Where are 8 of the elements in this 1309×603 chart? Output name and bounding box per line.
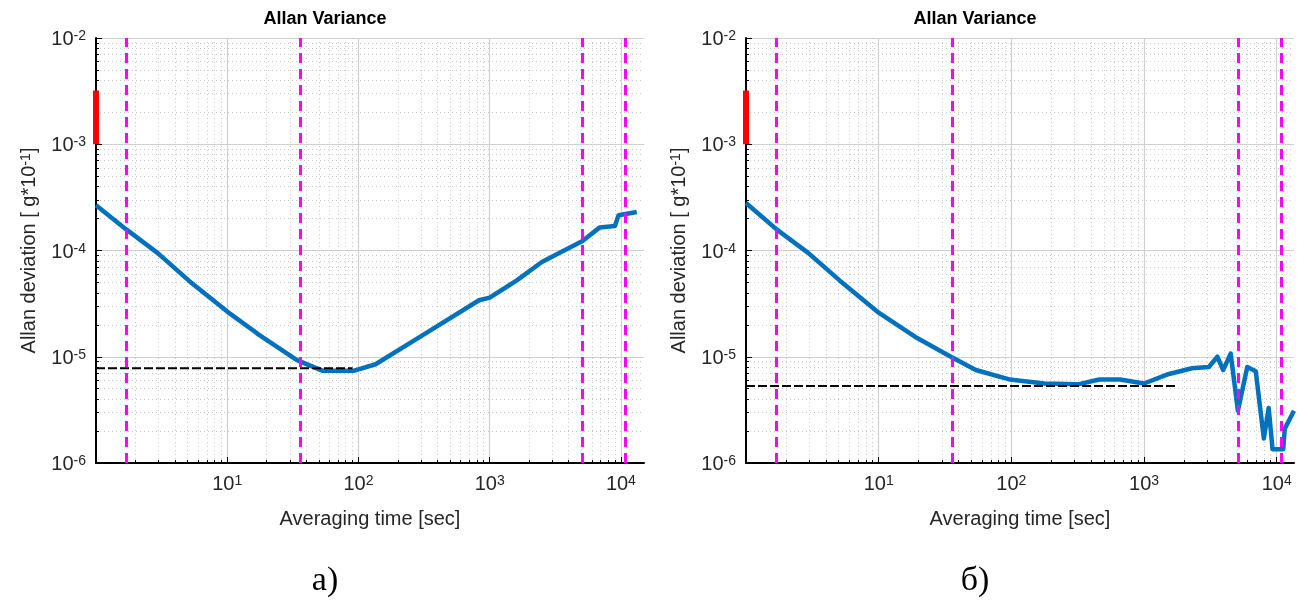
text: б) (960, 559, 990, 598)
x-axis-title: Averaging time [sec] (929, 507, 1111, 529)
y-axis-title: Allan deviation [ g*10-1] (17, 147, 39, 354)
x-axis-title: Averaging time [sec] (279, 507, 461, 529)
chart-title: Allan Variance (913, 8, 1037, 28)
y-axis-title: Allan deviation [ g*10-1] (667, 147, 689, 354)
text: a) (311, 559, 339, 598)
chart-title: Allan Variance (263, 8, 387, 28)
